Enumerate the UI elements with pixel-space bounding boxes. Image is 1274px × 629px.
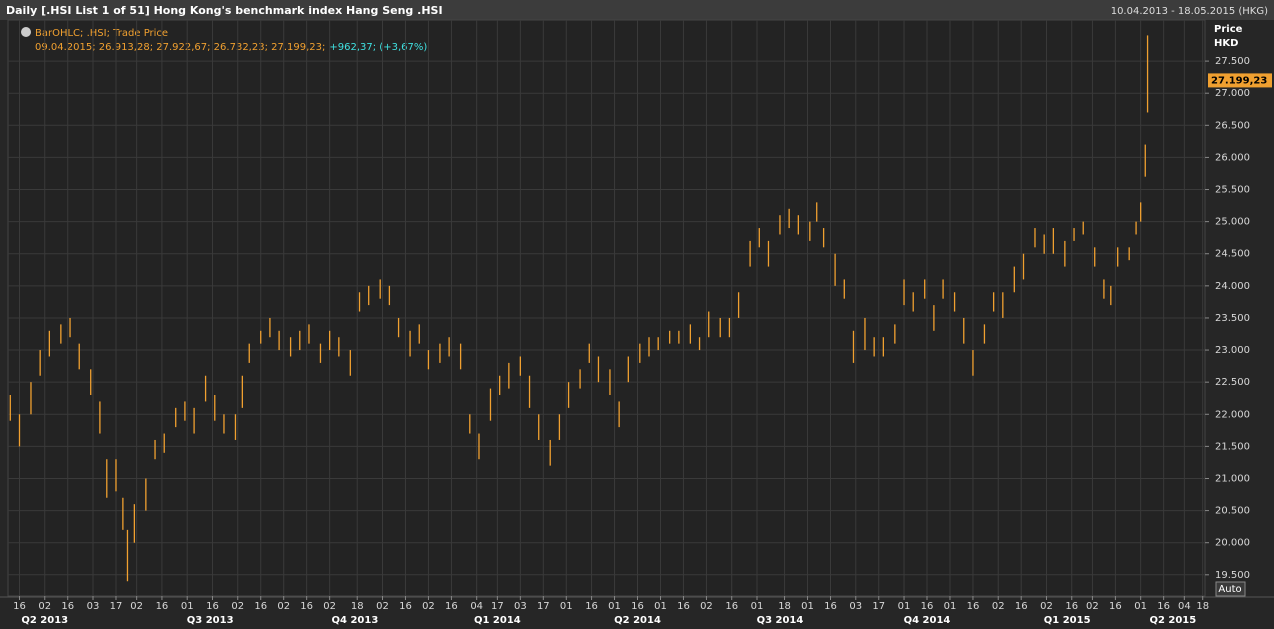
x-tick-label: 16: [399, 601, 412, 612]
x-tick-label: 02: [231, 601, 244, 612]
quarter-label: Q4 2013: [332, 615, 379, 626]
x-tick-label: 16: [824, 601, 837, 612]
quarter-label: Q4 2014: [904, 615, 951, 626]
x-tick-label: 03: [87, 601, 100, 612]
x-tick-label: 02: [130, 601, 143, 612]
x-tick-label: 16: [13, 601, 26, 612]
x-tick-label: 02: [38, 601, 51, 612]
x-tick-label: 01: [801, 601, 814, 612]
x-tick-label: 02: [700, 601, 713, 612]
y-axis-unit: HKD: [1214, 38, 1238, 49]
x-tick-label: 16: [206, 601, 219, 612]
x-tick-label: 01: [944, 601, 957, 612]
x-tick-label: 04: [1178, 601, 1191, 612]
x-tick-label: 17: [537, 601, 550, 612]
x-tick-label: 16: [445, 601, 458, 612]
last-price-label: 27.199,23: [1211, 75, 1267, 86]
auto-button-label[interactable]: Auto: [1218, 584, 1241, 595]
x-tick-label: 01: [654, 601, 667, 612]
x-tick-label: 02: [323, 601, 336, 612]
y-tick-label: 26.500: [1215, 120, 1250, 131]
y-tick-label: 22.000: [1215, 409, 1250, 420]
y-tick-label: 20.500: [1215, 506, 1250, 517]
x-tick-label: 18: [351, 601, 364, 612]
legend-change: +962,37; (+3,67%): [329, 42, 427, 53]
x-tick-label: 02: [422, 601, 435, 612]
x-tick-label: 16: [725, 601, 738, 612]
x-tick-label: 01: [608, 601, 621, 612]
quarter-label: Q2 2013: [21, 615, 68, 626]
x-tick-label: 16: [61, 601, 74, 612]
x-tick-label: 01: [898, 601, 911, 612]
x-tick-label: 16: [1065, 601, 1078, 612]
quarter-label: Q2 2015: [1149, 615, 1196, 626]
quarter-label: Q2 2014: [614, 615, 661, 626]
quarter-label: Q1 2015: [1044, 615, 1091, 626]
auto-button[interactable]: [1215, 581, 1246, 597]
x-tick-label: 16: [254, 601, 267, 612]
x-tick-label: 04: [470, 601, 483, 612]
y-tick-label: 27.000: [1215, 88, 1250, 99]
x-tick-label: 16: [1015, 601, 1028, 612]
x-tick-label: 17: [110, 601, 123, 612]
y-tick-label: 24.000: [1215, 281, 1250, 292]
x-tick-label: 01: [751, 601, 764, 612]
x-tick-label: 16: [921, 601, 934, 612]
x-tick-label: 16: [1109, 601, 1122, 612]
x-tick-label: 01: [181, 601, 194, 612]
x-tick-label: 02: [992, 601, 1005, 612]
header-title: Daily [.HSI List 1 of 51] Hong Kong's be…: [6, 4, 443, 17]
x-tick-label: 17: [491, 601, 504, 612]
x-tick-label: 02: [277, 601, 290, 612]
y-tick-label: 20.000: [1215, 538, 1250, 549]
y-axis-label: Price: [1214, 24, 1243, 35]
quarter-label: Q3 2014: [757, 615, 804, 626]
y-tick-label: 26.000: [1215, 152, 1250, 163]
last-price-box: [1208, 73, 1272, 88]
y-tick-label: 19.500: [1215, 570, 1250, 581]
y-tick-label: 24.500: [1215, 249, 1250, 260]
x-tick-label: 01: [1134, 601, 1147, 612]
x-tick-label: 03: [849, 601, 862, 612]
x-tick-label: 18: [1196, 601, 1209, 612]
x-tick-label: 18: [778, 601, 791, 612]
x-tick-label: 02: [1086, 601, 1099, 612]
quarter-label: Q3 2013: [187, 615, 234, 626]
x-tick-label: 16: [677, 601, 690, 612]
x-tick-label: 02: [376, 601, 389, 612]
y-tick-label: 27.500: [1215, 56, 1250, 67]
y-tick-label: 22.500: [1215, 377, 1250, 388]
y-tick-label: 25.000: [1215, 217, 1250, 228]
y-tick-label: 21.000: [1215, 473, 1250, 484]
x-tick-label: 16: [585, 601, 598, 612]
x-tick-label: 16: [631, 601, 644, 612]
legend-values-text: 09.04.2015; 26.913,28; 27.922,67; 26.732…: [35, 42, 325, 53]
header-bar: [0, 0, 1274, 20]
y-tick-label: 21.500: [1215, 441, 1250, 452]
x-tick-label: 16: [156, 601, 169, 612]
x-tick-label: 03: [514, 601, 527, 612]
quarter-label: Q1 2014: [474, 615, 521, 626]
y-tick-label: 23.500: [1215, 313, 1250, 324]
plot-area: [7, 19, 1206, 597]
y-tick-label: 25.500: [1215, 185, 1250, 196]
y-tick-label: 23.000: [1215, 345, 1250, 356]
legend-icon: [21, 27, 31, 37]
legend-name: BarOHLC; .HSI; Trade Price: [35, 28, 168, 39]
x-tick-label: 16: [967, 601, 980, 612]
x-tick-label: 16: [300, 601, 313, 612]
header-range: 10.04.2013 - 18.05.2015 (HKG): [1111, 6, 1268, 17]
plot-layer: 19.500 20.000 20.500 21.000 21.500 22.000 22.5…: [8, 20, 1272, 626]
x-tick-label: 01: [560, 601, 573, 612]
x-tick-label: 16: [1157, 601, 1170, 612]
legend-values: 09.04.2015; 26.913,28; 27.922,67; 26.732…: [35, 42, 427, 53]
x-tick-label: 17: [872, 601, 885, 612]
x-tick-label: 02: [1040, 601, 1053, 612]
